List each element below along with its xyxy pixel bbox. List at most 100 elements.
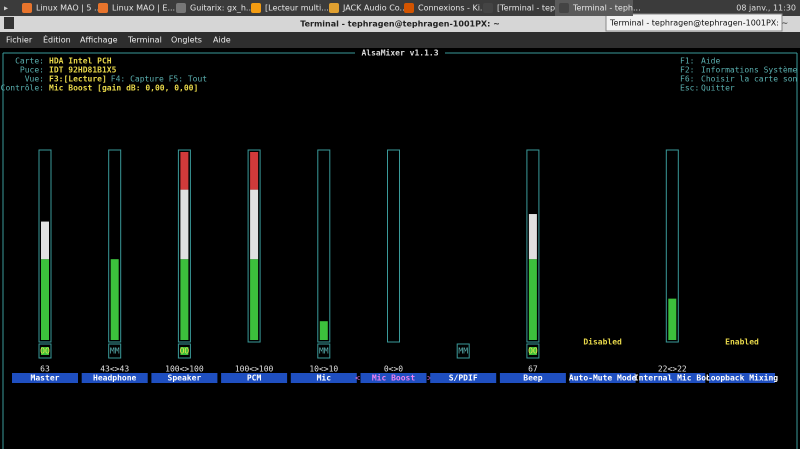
key-action: Aide [701,57,720,66]
channel-name[interactable]: S/PDIF [449,374,478,383]
task-icon [22,3,32,13]
volume-frame [317,149,331,343]
switch-box [38,343,52,359]
task-button[interactable]: Terminal - teph... [572,4,641,13]
sel-right: > [427,374,432,383]
value-label: 0<>0 [384,365,403,374]
channel-name[interactable]: PCM [247,374,262,383]
mixer-title: AlsaMixer v1.1.3 [361,48,438,58]
channel-label-bg [639,373,706,383]
switch-box [526,343,540,359]
switch[interactable]: OO [528,347,538,356]
value-label: 22<>22 [658,365,687,374]
switch[interactable]: OO [180,347,190,356]
key: F2: [680,66,694,75]
value-label: 100<>100 [165,365,204,374]
channel-name[interactable]: Speaker [168,374,202,383]
sel-left: < [355,374,360,383]
info-value: HDA Intel PCH [49,57,112,66]
window-icon [4,17,14,29]
window-title: Terminal - tephragen@tephragen-1001PX: ~ [300,20,500,29]
task-button[interactable]: Connexions - Ki... [418,4,488,13]
key: Esc: [680,84,699,93]
switch-state: Disabled [583,337,622,347]
task-icon [559,3,569,13]
info-label: Vue: [25,75,44,84]
channel-name[interactable]: Master [31,374,60,383]
task-icon [483,3,493,13]
task-button[interactable]: [Lecteur multi... [265,4,329,13]
channel-label-bg [360,373,427,383]
value-label: 43<>43 [100,365,129,374]
volume-bar [319,321,328,340]
active-task [555,0,633,16]
menu-item[interactable]: Onglets [171,36,202,45]
channel-name[interactable]: Internal Mic Boo [634,373,711,383]
key-action: Quitter [701,84,735,93]
task-button[interactable]: Guitarix: gx_h... [190,4,254,13]
title-bar [0,16,800,32]
volume-frame [387,149,400,343]
switch-box [177,343,191,359]
terminal: AlsaMixer v1.1.3 [2,48,798,449]
clock: 08 janv., 11:30 [736,4,796,13]
task-button[interactable]: Linux MAO | E... [112,4,175,13]
info-value: F3:[Lecture] [49,75,107,84]
tooltip: Terminal - tephragen@tephragen-1001PX: ~ [609,19,788,28]
switch-on [41,347,49,355]
volume-bar [180,259,189,340]
volume-bar [668,298,677,340]
volume-frame [526,149,540,343]
channel-name[interactable]: Auto-Mute Mode [569,374,637,383]
volume-bar [180,189,189,260]
menu-item[interactable]: Édition [43,34,71,45]
menu-item[interactable]: Fichier [6,36,33,45]
switch[interactable]: MM [458,347,468,356]
volume-frame [38,149,52,343]
volume-bar [180,152,189,190]
switch[interactable]: MM [319,347,329,356]
start-button[interactable]: ▸ [4,4,8,13]
volume-bar [250,259,259,340]
menu-item[interactable]: Terminal [127,36,162,45]
switch-on [528,347,537,355]
menu-item[interactable]: Affichage [80,36,118,45]
channel-label-bg [290,373,357,383]
task-button[interactable]: JACK Audio Co... [342,4,407,13]
value-label: 63 [40,365,50,374]
channel-name[interactable]: Beep [523,374,542,383]
switch-state: Enabled [725,338,759,347]
volume-bar [250,152,259,190]
key-action: Informations Système [701,65,798,75]
switch-box [456,343,470,359]
channel-label-bg [569,373,636,383]
task-button[interactable]: [Terminal - tep... [497,4,563,13]
channel-label-bg [430,373,497,383]
volume-bar [250,189,259,260]
switch-box [108,343,122,359]
menu-item[interactable]: Aide [213,36,231,45]
volume-bar [110,259,119,340]
menu-bar [0,32,800,48]
volume-frame [247,149,261,343]
channel-label-bg [709,373,775,383]
key-action: Choisir la carte son [701,75,798,84]
task-button[interactable]: Linux MAO | 5 ... [36,4,102,13]
tooltip-box [605,13,783,32]
channel-name[interactable]: Loopback Mixing [706,373,778,383]
value-label: 67 [528,365,538,374]
volume-bar [528,214,537,260]
value-label: 10<>10 [309,365,338,374]
channel-name[interactable]: Mic [317,373,332,383]
channel-name[interactable]: Mic Boost [372,373,416,383]
channel-name[interactable]: Headphone [93,374,137,383]
switch[interactable]: MM [110,347,120,356]
info-value: Mic Boost [gain dB: 0,00, 0,00] [49,83,198,93]
task-icon [251,3,261,13]
switch[interactable]: OO [40,347,50,356]
info-value: IDT 92HD81B1X5 [49,66,117,75]
channel-label-bg [151,373,218,383]
task-icon [329,3,339,13]
